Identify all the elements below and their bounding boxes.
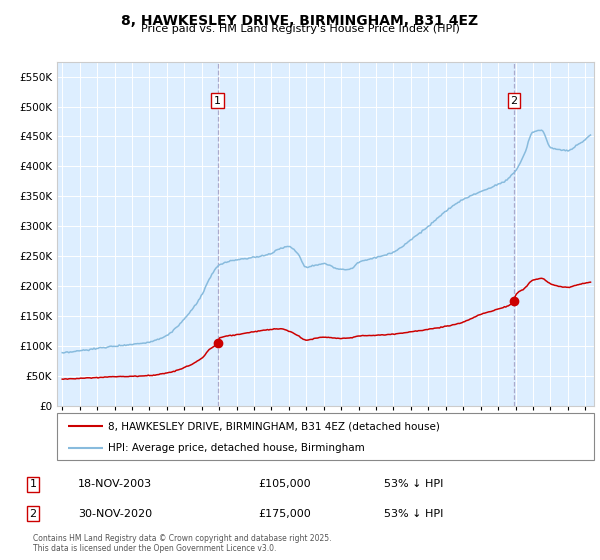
- Text: 30-NOV-2020: 30-NOV-2020: [78, 508, 152, 519]
- Text: Contains HM Land Registry data © Crown copyright and database right 2025.
This d: Contains HM Land Registry data © Crown c…: [33, 534, 331, 553]
- Text: 1: 1: [29, 479, 37, 489]
- Text: 8, HAWKESLEY DRIVE, BIRMINGHAM, B31 4EZ: 8, HAWKESLEY DRIVE, BIRMINGHAM, B31 4EZ: [121, 14, 479, 28]
- Text: 18-NOV-2003: 18-NOV-2003: [78, 479, 152, 489]
- Text: 53% ↓ HPI: 53% ↓ HPI: [384, 479, 443, 489]
- Text: 53% ↓ HPI: 53% ↓ HPI: [384, 508, 443, 519]
- FancyBboxPatch shape: [57, 413, 594, 460]
- Text: £105,000: £105,000: [258, 479, 311, 489]
- Text: 2: 2: [29, 508, 37, 519]
- Text: £175,000: £175,000: [258, 508, 311, 519]
- Text: 1: 1: [214, 96, 221, 105]
- Text: 8, HAWKESLEY DRIVE, BIRMINGHAM, B31 4EZ (detached house): 8, HAWKESLEY DRIVE, BIRMINGHAM, B31 4EZ …: [108, 421, 440, 431]
- Text: Price paid vs. HM Land Registry's House Price Index (HPI): Price paid vs. HM Land Registry's House …: [140, 24, 460, 34]
- Text: 2: 2: [511, 96, 518, 105]
- Text: HPI: Average price, detached house, Birmingham: HPI: Average price, detached house, Birm…: [108, 443, 365, 453]
